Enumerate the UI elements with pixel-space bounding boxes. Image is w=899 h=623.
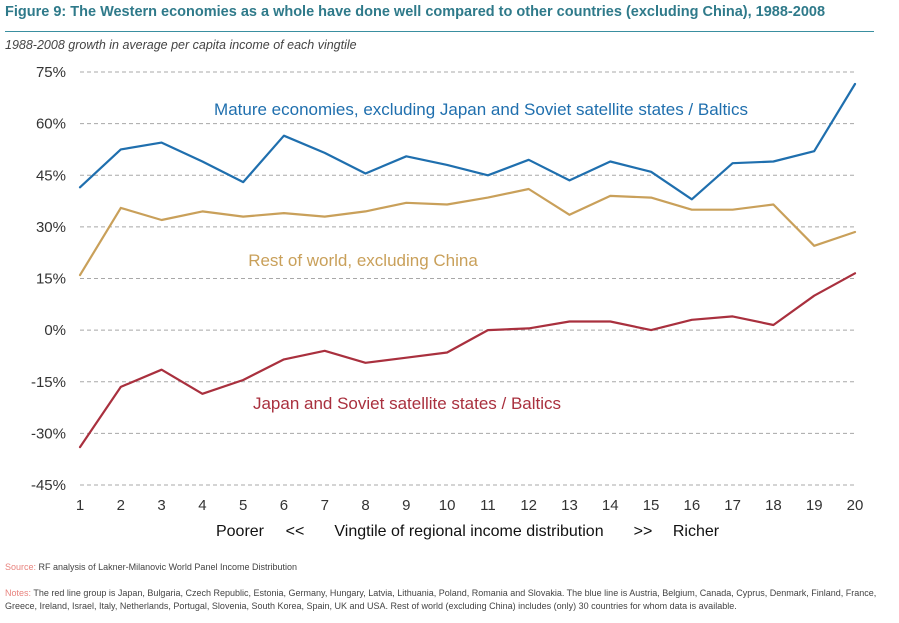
x-tick-label: 11 <box>480 497 496 514</box>
x-tick-label: 1 <box>76 497 84 514</box>
x-tick-label: 5 <box>239 497 247 514</box>
x-tick-label: 14 <box>602 497 619 514</box>
series-line-1 <box>78 187 857 277</box>
y-tick-label: 60% <box>36 116 66 133</box>
series-line-2 <box>78 272 857 449</box>
y-tick-label: -45% <box>31 477 66 494</box>
y-tick-label: 0% <box>44 322 66 339</box>
series-label-rest-of-world: Rest of world, excluding China <box>248 251 478 270</box>
x-tick-label: 13 <box>561 497 578 514</box>
x-tick-label: 17 <box>724 497 741 514</box>
x-tick-label: 12 <box>520 497 537 514</box>
source-lead: Source: <box>5 562 37 572</box>
x-axis-caption-center: Vingtile of regional income distribution <box>334 523 603 540</box>
y-tick-label: -15% <box>31 374 66 391</box>
x-tick-label: 15 <box>643 497 660 514</box>
y-axis-tick-labels: 75% 60% 45% 30% 15% 0% -15% -30% -45% <box>31 64 66 494</box>
figure-title: Figure 9: The Western economies as a who… <box>5 4 826 20</box>
source-text: RF analysis of Lakner-Milanovic World Pa… <box>38 562 297 572</box>
x-axis-caption-right-arrows: >> <box>634 523 653 540</box>
x-tick-label: 19 <box>806 497 823 514</box>
series-label-japan-soviet: Japan and Soviet satellite states / Balt… <box>253 394 561 413</box>
notes-lead: Notes: <box>5 588 32 598</box>
y-tick-label: 30% <box>36 219 66 236</box>
notes-text: The red line group is Japan, Bulgaria, C… <box>5 588 877 611</box>
x-tick-label: 4 <box>198 497 206 514</box>
series-lines <box>78 82 857 449</box>
figure-subtitle: 1988-2008 growth in average per capita i… <box>5 38 357 52</box>
y-tick-label: 45% <box>36 167 66 184</box>
title-divider <box>5 31 874 32</box>
y-tick-label: -30% <box>31 425 66 442</box>
gridlines <box>80 71 855 486</box>
x-tick-label: 10 <box>439 497 456 514</box>
x-tick-label: 18 <box>765 497 782 514</box>
x-tick-label: 8 <box>361 497 369 514</box>
x-tick-label: 9 <box>402 497 410 514</box>
notes: Notes: The red line group is Japan, Bulg… <box>5 587 895 613</box>
x-tick-label: 20 <box>847 497 864 514</box>
x-axis-caption-richer: Richer <box>673 523 720 540</box>
x-tick-label: 3 <box>157 497 165 514</box>
x-axis-tick-labels: 1 2 3 4 5 6 7 8 9 10 11 12 13 14 15 16 17 18 19 20 <box>76 497 864 514</box>
y-tick-label: 15% <box>36 271 66 288</box>
x-tick-label: 16 <box>683 497 700 514</box>
x-tick-label: 7 <box>321 497 329 514</box>
x-tick-label: 6 <box>280 497 288 514</box>
x-axis-caption-left-arrows: << <box>286 523 305 540</box>
source-note: Source: RF analysis of Lakner-Milanovic … <box>5 562 297 572</box>
y-tick-label: 75% <box>36 64 66 81</box>
x-axis-caption-poorer: Poorer <box>216 523 265 540</box>
series-label-mature-economies: Mature economies, excluding Japan and So… <box>214 100 748 119</box>
x-tick-label: 2 <box>117 497 125 514</box>
series-line-0 <box>78 82 857 201</box>
